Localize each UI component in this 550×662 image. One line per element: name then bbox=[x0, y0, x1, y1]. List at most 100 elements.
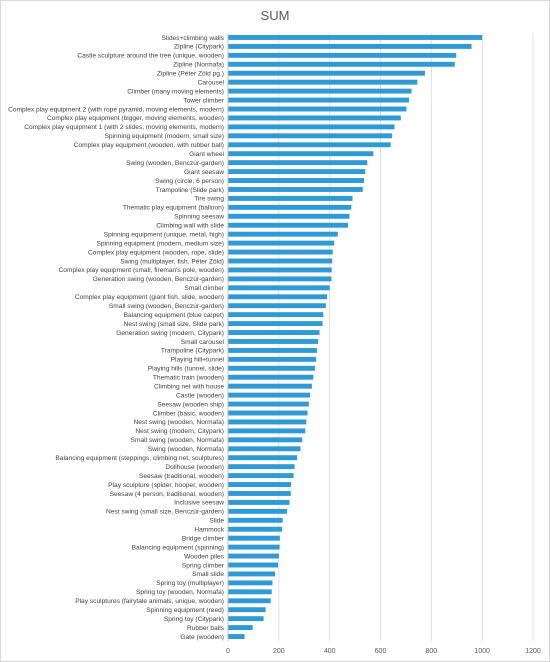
category-label: Complex play equipment (wooden, with rub… bbox=[74, 142, 224, 149]
category-label: Carousel bbox=[198, 79, 225, 86]
category-label: Zipline (Normafa) bbox=[173, 62, 224, 69]
gridlines bbox=[227, 33, 534, 641]
category-label: Spinning seesaw bbox=[174, 214, 224, 221]
category-label: Small slide bbox=[192, 571, 224, 578]
category-label: Zipline (Citypark) bbox=[174, 44, 224, 51]
bar bbox=[228, 446, 301, 452]
bar bbox=[228, 347, 317, 353]
bar bbox=[228, 258, 333, 264]
bars bbox=[228, 35, 483, 639]
category-label: Spring climber bbox=[182, 562, 225, 569]
bar bbox=[228, 553, 279, 559]
bar bbox=[228, 204, 352, 210]
category-label: Trampoline (Citypark) bbox=[161, 348, 224, 355]
category-label: Balancing equipment (steppings, climbing… bbox=[55, 455, 224, 462]
bar bbox=[228, 571, 276, 577]
bar bbox=[228, 607, 266, 613]
category-label: Small carousel bbox=[181, 339, 225, 346]
bar bbox=[228, 383, 312, 389]
category-label: Spring toy (wooden, Normafa) bbox=[136, 589, 224, 596]
bar bbox=[228, 625, 253, 631]
bar bbox=[228, 213, 350, 219]
bar bbox=[228, 526, 283, 532]
bar bbox=[228, 482, 292, 487]
bar bbox=[228, 285, 330, 291]
bar bbox=[228, 267, 332, 273]
category-label: Playing hill+tunnel bbox=[171, 357, 225, 364]
bar bbox=[228, 160, 368, 166]
bar bbox=[228, 97, 409, 103]
category-label: Generation swing (wooden, Benczúr-garden… bbox=[93, 276, 224, 283]
category-label: Complex play equipment (bigger, moving e… bbox=[47, 115, 224, 122]
category-label: Play sculptures (fairytale animals, uniq… bbox=[75, 598, 224, 605]
bar bbox=[228, 115, 401, 121]
category-label: Climber (basic, wooden) bbox=[153, 410, 224, 417]
bar bbox=[228, 195, 353, 201]
category-label: Swing (wooden, Benczúr-garden) bbox=[126, 160, 224, 167]
category-label: Rubber balls bbox=[187, 625, 225, 632]
bar bbox=[228, 294, 328, 300]
category-label: Complex play equipment (small, fireman's… bbox=[59, 267, 224, 274]
bar bbox=[228, 580, 273, 586]
category-label: Inclusive seesaw bbox=[174, 500, 224, 507]
category-label: Complex play equipment (wooden, rope, sl… bbox=[88, 249, 224, 256]
category-label: Wooden piles bbox=[184, 553, 225, 560]
bar bbox=[228, 499, 290, 505]
bar bbox=[228, 410, 308, 416]
bar bbox=[228, 43, 472, 49]
category-label: Seesaw (traditional, wooden) bbox=[139, 473, 224, 480]
category-label: Spinning equipment (reed) bbox=[146, 607, 224, 614]
bar bbox=[228, 312, 324, 318]
bar bbox=[228, 634, 245, 639]
bar bbox=[228, 356, 316, 362]
bar bbox=[228, 151, 374, 157]
bar bbox=[228, 106, 407, 112]
bar bbox=[228, 178, 364, 183]
category-label: Complex play equipment 1 (with 2 slides,… bbox=[24, 124, 224, 131]
category-label: Complex play equipment (giant fish, slid… bbox=[75, 294, 224, 301]
bar bbox=[228, 508, 287, 514]
category-label: Dollhouse (wooden) bbox=[165, 464, 224, 471]
bar bbox=[228, 598, 271, 604]
category-label: Slide bbox=[209, 518, 224, 525]
bar bbox=[228, 124, 395, 130]
category-label: Complex play equipment 2 (with rope pyra… bbox=[8, 106, 224, 113]
category-label: Thematic train (wooden) bbox=[153, 375, 224, 382]
x-tick-label: 1200 bbox=[525, 648, 541, 655]
bar bbox=[228, 517, 283, 523]
category-label: Seesaw (4 person, traditional, wooden) bbox=[110, 491, 224, 498]
category-label: Nest swing (small size, Benczúr-garden) bbox=[106, 509, 224, 516]
bar bbox=[228, 544, 280, 550]
bar bbox=[228, 330, 320, 335]
category-label: Giant seesaw bbox=[184, 169, 224, 176]
category-label: Balancing equipment (spinning) bbox=[132, 544, 224, 551]
category-label: Spring toy (multiplayer) bbox=[156, 580, 224, 587]
category-label: Balancing equipment (blue carpet) bbox=[124, 312, 224, 319]
bar bbox=[228, 249, 333, 255]
category-label: Generation swing (modern, Citypark) bbox=[116, 330, 224, 337]
x-tick-label: 600 bbox=[375, 648, 387, 655]
category-label: Spinning equipment (modern, medium size) bbox=[96, 240, 224, 247]
category-label: Nest swing (wooden, Normafa) bbox=[133, 419, 224, 426]
category-label: Nest swing (small size, Slide park) bbox=[124, 321, 224, 328]
bar bbox=[228, 437, 303, 443]
axes: 0 200 400 600 800 1000 1200 Slides+climbing wal… bbox=[8, 33, 541, 655]
category-label: Zipline (Péter Zöld pg.) bbox=[157, 71, 224, 78]
category-label: Playing hills (tunnel, slide) bbox=[148, 366, 224, 373]
category-label: Spring toy (Citypark) bbox=[164, 616, 224, 623]
category-label: Gate (wooden) bbox=[180, 634, 224, 641]
bar bbox=[228, 79, 418, 85]
bar bbox=[228, 616, 264, 622]
category-label: Nest swing (modern, Citypark) bbox=[135, 428, 224, 435]
bar bbox=[228, 70, 425, 76]
bar bbox=[228, 419, 307, 425]
bar bbox=[228, 589, 272, 595]
category-label: Tire swing bbox=[194, 196, 224, 203]
bar bbox=[228, 392, 311, 398]
bar bbox=[228, 321, 323, 327]
category-label: Small swing (wooden, Normafa) bbox=[131, 437, 224, 444]
category-label: Climbing wall with slide bbox=[156, 223, 224, 230]
x-tick-label: 800 bbox=[425, 648, 437, 655]
category-label: Swing (multiplayer, fish, Péter Zöld) bbox=[120, 258, 224, 265]
category-label: Seesaw (wooden ship) bbox=[157, 401, 224, 408]
